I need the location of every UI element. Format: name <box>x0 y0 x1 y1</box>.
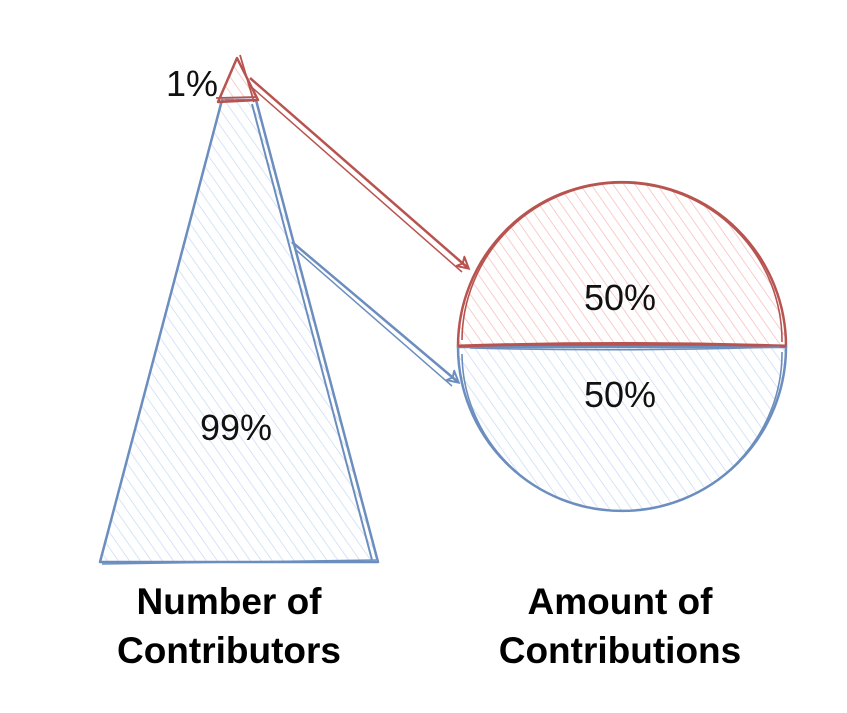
circle-bottom-label: 50% <box>584 374 656 415</box>
pyramid-tip <box>215 54 260 104</box>
circle-caption-line1: Amount of <box>528 581 714 622</box>
contribution-circle <box>456 180 788 513</box>
pyramid-sketch-stroke <box>251 103 373 561</box>
circle-top-label: 50% <box>584 277 656 318</box>
red-arrow <box>249 77 468 268</box>
pyramid-shape <box>98 98 380 565</box>
circle-bottom-sketch <box>461 351 783 512</box>
pyramid-body <box>98 98 380 564</box>
circle-caption-line2: Contributions <box>499 630 742 671</box>
pyramid-bottom-label: 99% <box>200 407 272 448</box>
pyramid-caption-line1: Number of <box>137 581 323 622</box>
pyramid-caption-line2: Contributors <box>117 630 341 671</box>
pyramid-sketch-base <box>101 559 377 565</box>
circle-divider <box>457 342 787 348</box>
pyramid-top-label: 1% <box>166 63 218 104</box>
blue-arrow <box>291 241 458 382</box>
circle-top-half <box>456 180 788 348</box>
circle-top-sketch <box>461 182 783 343</box>
circle-bottom-half <box>456 345 788 513</box>
